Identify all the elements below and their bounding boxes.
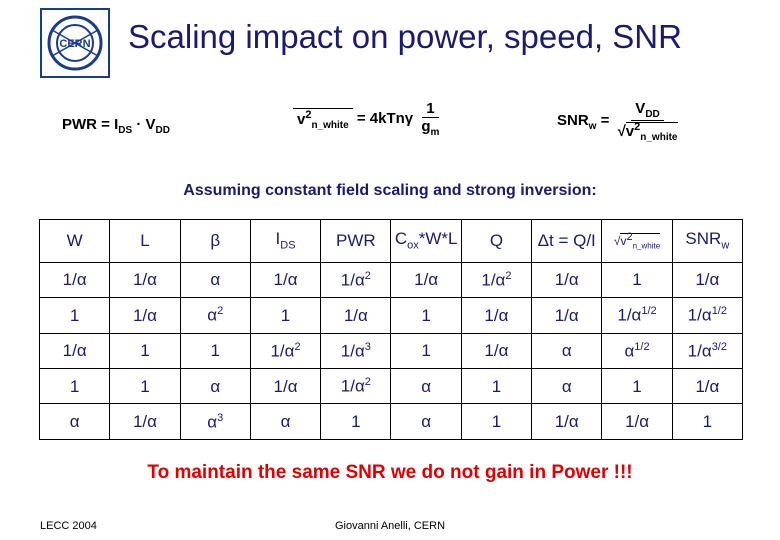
table-cell: 1/α2: [460, 261, 533, 299]
table-cell: 1/α1/2: [601, 297, 673, 334]
table-cell: 1/α: [460, 332, 533, 369]
table-cell: 1/α: [38, 261, 111, 299]
table-cell: 1: [460, 367, 533, 405]
table-cell: 1: [179, 332, 251, 369]
table-row: 1/α 1 1 1/α2 1/α3 1 1/α α α1/2 1/α3/2: [38, 332, 744, 369]
table-cell: 1/α: [601, 403, 673, 440]
table-cell: 1/α: [109, 297, 181, 334]
table-cell: 1/α: [320, 297, 392, 334]
snr-equation: SNRw = VDD √v2n_white: [557, 100, 678, 143]
table-cell: 1/α: [671, 367, 744, 405]
noise-equation: v2n_white = 4kTnγ 1 gm: [293, 100, 443, 138]
table-header-cell: L: [109, 219, 181, 263]
assumption-subtitle: Assuming constant field scaling and stro…: [183, 182, 597, 199]
table-header-cell: Cox*W*L: [390, 219, 462, 263]
slide-title: Scaling impact on power, speed, SNR: [128, 18, 682, 55]
table-header-cell: IDS: [249, 219, 322, 263]
table-cell: 1/α: [531, 297, 603, 334]
table-cell: 1/α: [671, 261, 744, 299]
table-cell: α: [179, 261, 251, 299]
table-cell: 1: [671, 403, 744, 440]
table-cell: 1: [601, 367, 673, 405]
table-cell: 1: [601, 261, 673, 299]
table-header-cell: PWR: [320, 219, 392, 263]
table-cell: 1: [460, 403, 533, 440]
table-row: 1 1 α 1/α 1/α2 α 1 α 1 1/α: [38, 367, 744, 405]
table-header-cell: SNRw: [671, 219, 744, 263]
table-cell: 1/α2: [249, 332, 322, 369]
table-cell: 1: [320, 403, 392, 440]
table-cell: 1/α: [390, 261, 462, 299]
table-header-cell: W: [38, 219, 111, 263]
table-cell: 1/α: [38, 332, 111, 369]
table-cell: 1: [38, 367, 111, 405]
table-cell: α: [390, 403, 462, 440]
table-cell: 1/α3/2: [671, 332, 744, 369]
table-cell: α: [249, 403, 322, 440]
table-cell: 1/α: [531, 403, 603, 440]
table-cell: 1/α: [249, 261, 322, 299]
cern-logo: CERN: [40, 8, 110, 78]
table-cell: 1: [390, 332, 462, 369]
table-cell: α: [531, 367, 603, 405]
table-cell: α: [38, 403, 111, 440]
table-row: 1 1/α α2 1 1/α 1 1/α 1/α 1/α1/2 1/α1/2: [38, 297, 744, 334]
table-cell: α: [179, 367, 251, 405]
table-header-cell: √v2n_white: [601, 219, 673, 263]
table-cell: α: [531, 332, 603, 369]
table-cell: 1/α: [249, 367, 322, 405]
power-equation: PWR = IDS · VDD: [62, 116, 170, 136]
table-cell: α3: [179, 403, 251, 440]
table-cell: 1: [390, 297, 462, 334]
table-cell: 1/α1/2: [671, 297, 744, 334]
footer-author: Giovanni Anelli, CERN: [334, 520, 446, 532]
table-cell: 1: [109, 332, 181, 369]
table-cell: 1/α: [109, 403, 181, 440]
table-cell: 1/α: [531, 261, 603, 299]
table-header-cell: Q: [460, 219, 533, 263]
table-cell: 1/α3: [320, 332, 392, 369]
table-cell: 1: [38, 297, 111, 334]
table-cell: 1/α: [109, 261, 181, 299]
table-cell: 1/α: [460, 297, 533, 334]
footer-conference: LECC 2004: [40, 520, 97, 532]
table-cell: 1: [109, 367, 181, 405]
table-cell: α2: [179, 297, 251, 334]
table-cell: α: [390, 367, 462, 405]
logo-text: CERN: [59, 38, 90, 50]
table-row: α 1/α α3 α 1 α 1 1/α 1/α 1: [38, 403, 744, 440]
table-cell: 1/α2: [320, 261, 392, 299]
conclusion-text: To maintain the same SNR we do not gain …: [147, 462, 633, 483]
table-header-cell: Δt = Q/I: [531, 219, 603, 263]
table-cell: α1/2: [601, 332, 673, 369]
table-cell: 1/α2: [320, 367, 392, 405]
table-cell: 1: [249, 297, 322, 334]
table-header-cell: β: [179, 219, 251, 263]
table-row: 1/α 1/α α 1/α 1/α2 1/α 1/α2 1/α 1 1/α: [38, 261, 744, 299]
